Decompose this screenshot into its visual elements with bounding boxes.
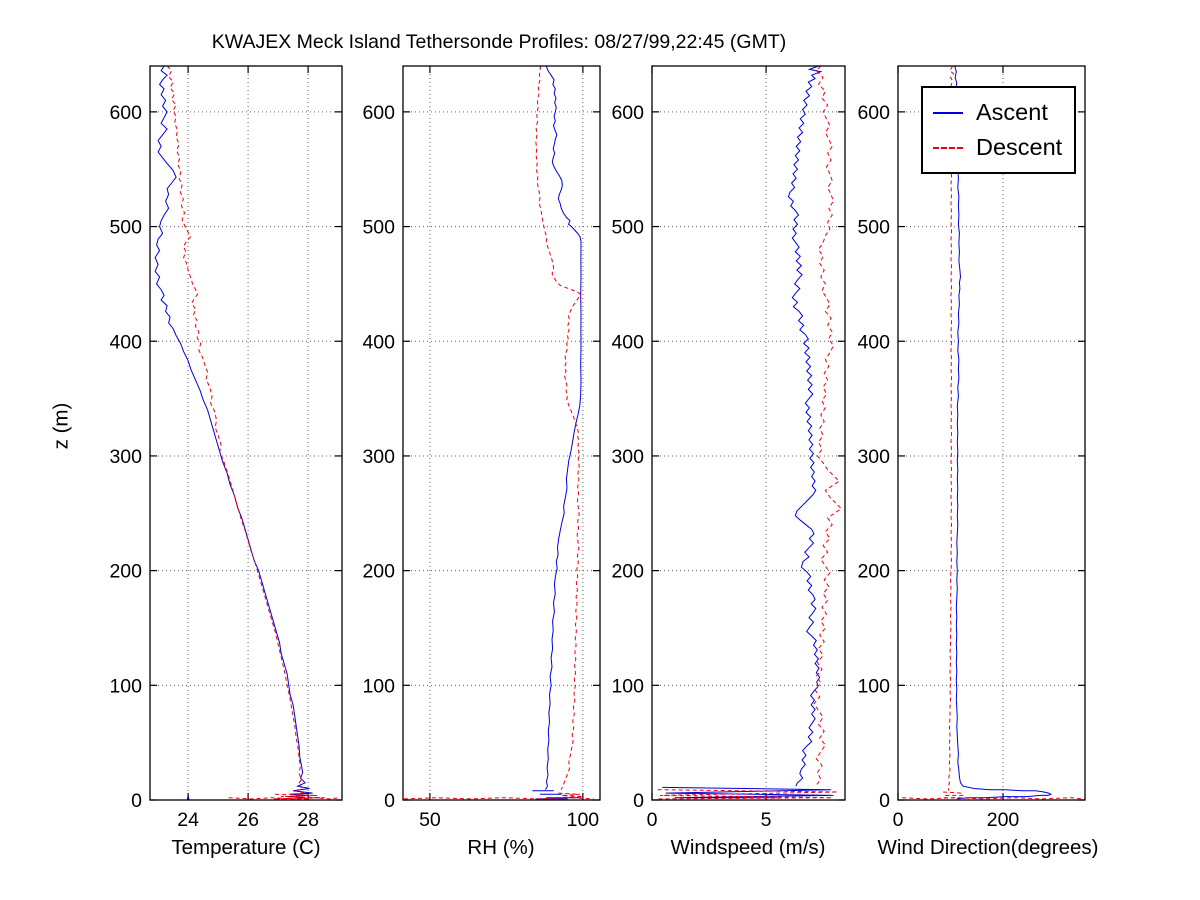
rh-descent-line	[556, 792, 583, 799]
temperature-ascent-line	[186, 795, 190, 801]
y-axis-label: z (m)	[49, 402, 73, 450]
temperature-axes-box	[149, 65, 343, 801]
y-tick-label: 200	[857, 561, 890, 583]
y-tick-label: 600	[109, 102, 142, 124]
winddirection-descent-line	[943, 791, 962, 794]
legend-entry-descent: Descent	[933, 130, 1062, 165]
windspeed-descent-line	[813, 65, 843, 786]
windspeed-panel: 0 100 200 300 400 500 600 0 5	[611, 65, 846, 831]
winddirection-descent-line	[947, 65, 955, 791]
windspeed-ascent-line	[662, 786, 834, 799]
figure-title: KWAJEX Meck Island Tethersonde Profiles:…	[211, 31, 787, 53]
y-tick-label: 600	[857, 102, 890, 124]
y-tick-label: 600	[362, 102, 395, 124]
windspeed-axes-box	[651, 65, 846, 801]
x-axis-label-rh: RH (%)	[467, 836, 535, 859]
winddirection-ascent-line	[954, 65, 1052, 800]
temperature-ascent-line	[154, 65, 313, 799]
x-tick-label: 24	[177, 809, 199, 831]
rh-descent-line	[535, 65, 582, 790]
windspeed-descent-line	[657, 789, 838, 800]
x-axis-label-temperature: Temperature (C)	[171, 836, 321, 859]
x-tick-label: 50	[419, 809, 441, 831]
x-tick-label: 200	[987, 809, 1020, 831]
y-tick-label: 200	[362, 561, 395, 583]
x-axis-label-winddirection: Wind Direction(degrees)	[877, 836, 1099, 859]
y-tick-label: 100	[611, 675, 644, 697]
rh-ascent-line	[545, 65, 582, 790]
x-tick-label: 26	[237, 809, 259, 831]
x-tick-label: 28	[297, 809, 319, 831]
y-tick-label: 500	[362, 217, 395, 239]
y-tick-label: 100	[109, 675, 142, 697]
temperature-panel: 0 100 200 300 400 500 600 24 26 28	[109, 65, 343, 831]
y-tick-label: 400	[857, 331, 890, 353]
y-tick-label: 0	[131, 790, 142, 812]
y-tick-label: 100	[362, 675, 395, 697]
rh-axes-box	[402, 65, 601, 801]
ascent-line-sample	[933, 111, 963, 114]
x-tick-label: 5	[761, 809, 772, 831]
y-tick-label: 600	[611, 102, 644, 124]
winddirection-panel: 0 100 200 300 400 500 600 0 200	[857, 65, 1086, 831]
y-tick-label: 100	[857, 675, 890, 697]
y-tick-label: 300	[109, 446, 142, 468]
y-tick-label: 400	[362, 331, 395, 353]
temperature-descent-line	[273, 793, 325, 800]
legend-entry-ascent: Ascent	[933, 95, 1062, 130]
y-tick-label: 0	[879, 790, 890, 812]
y-tick-label: 0	[384, 790, 395, 812]
y-tick-label: 200	[109, 561, 142, 583]
x-tick-label: 0	[647, 809, 658, 831]
x-axis-label-windspeed: Windspeed (m/s)	[670, 836, 826, 859]
y-tick-label: 400	[611, 331, 644, 353]
rh-descent-line	[403, 797, 594, 800]
legend: Ascent Descent	[921, 86, 1077, 174]
y-tick-label: 400	[109, 331, 142, 353]
x-tick-label: 100	[567, 809, 600, 831]
legend-label-ascent: Ascent	[976, 98, 1048, 125]
rh-panel: 0 100 200 300 400 500 600 50 100	[362, 65, 601, 831]
y-tick-label: 500	[611, 217, 644, 239]
x-tick-label: 0	[893, 809, 904, 831]
winddirection-descent-line	[902, 797, 1082, 800]
y-tick-label: 200	[611, 561, 644, 583]
y-tick-label: 500	[109, 217, 142, 239]
legend-label-descent: Descent	[976, 133, 1063, 160]
y-tick-label: 300	[362, 446, 395, 468]
descent-line-sample	[933, 146, 963, 149]
y-tick-label: 500	[857, 217, 890, 239]
y-tick-label: 300	[611, 446, 644, 468]
y-tick-label: 300	[857, 446, 890, 468]
temperature-descent-line	[166, 65, 306, 798]
winddirection-axes-box	[897, 65, 1086, 801]
y-tick-label: 0	[633, 790, 644, 812]
windspeed-ascent-line	[787, 65, 823, 787]
